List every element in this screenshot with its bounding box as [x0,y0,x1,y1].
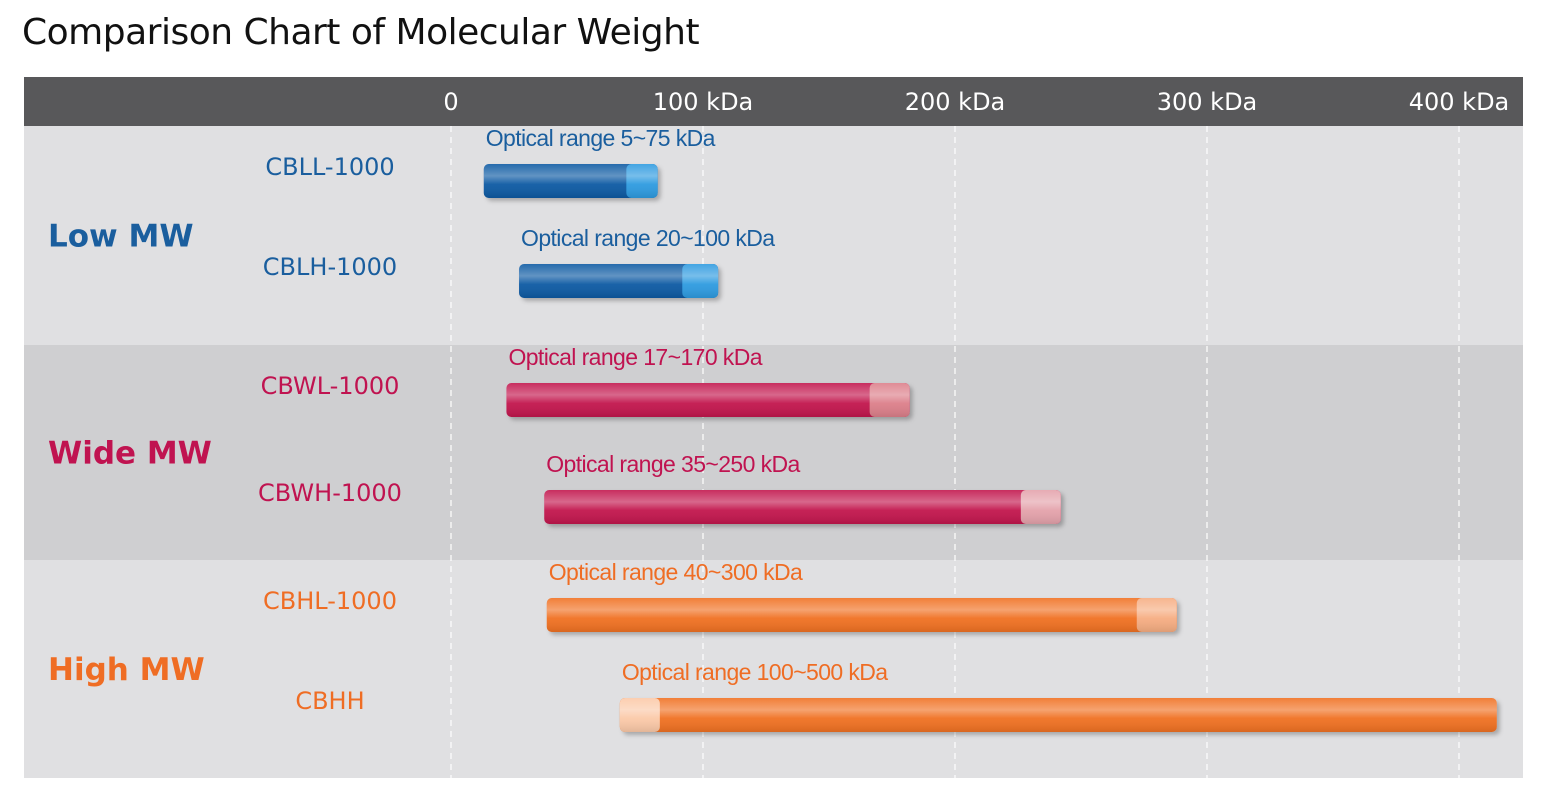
axis-header-bar [24,77,1523,126]
range-label-1-1: Optical range 35~250 kDa [546,451,800,477]
item-label-0-1: CBLH-1000 [263,253,397,281]
bar-gloss-0-1 [519,264,719,298]
range-label-0-0: Optical range 5~75 kDa [486,125,716,151]
bar-gloss-2-0 [546,598,1177,632]
group-band-2 [24,560,1523,778]
group-label-2: High MW [48,652,205,688]
item-label-2-1: CBHH [295,687,364,715]
group-label-1: Wide MW [48,436,212,472]
range-label-2-0: Optical range 40~300 kDa [549,559,803,585]
bar-gloss-2-1 [619,698,1497,732]
bar-gloss-1-1 [544,490,1061,524]
x-tick-label-1: 100 kDa [653,88,754,116]
range-label-1-0: Optical range 17~170 kDa [508,344,762,370]
x-tick-label-2: 200 kDa [905,88,1006,116]
item-label-1-1: CBWH-1000 [258,479,402,507]
group-band-0 [24,126,1523,345]
item-label-1-0: CBWL-1000 [261,372,400,400]
group-band-1 [24,345,1523,560]
range-label-2-1: Optical range 100~500 kDa [622,659,888,685]
group-label-0: Low MW [48,219,194,255]
item-label-0-0: CBLL-1000 [265,153,394,181]
x-tick-label-4: 400 kDa [1409,88,1510,116]
chart-title: Comparison Chart of Molecular Weight [22,12,700,53]
x-tick-label-0: 0 [443,88,458,116]
bar-gloss-1-0 [506,383,910,417]
item-label-2-0: CBHL-1000 [263,587,397,615]
range-label-0-1: Optical range 20~100 kDa [521,225,775,251]
x-tick-label-3: 300 kDa [1157,88,1258,116]
bar-gloss-0-0 [483,164,658,198]
